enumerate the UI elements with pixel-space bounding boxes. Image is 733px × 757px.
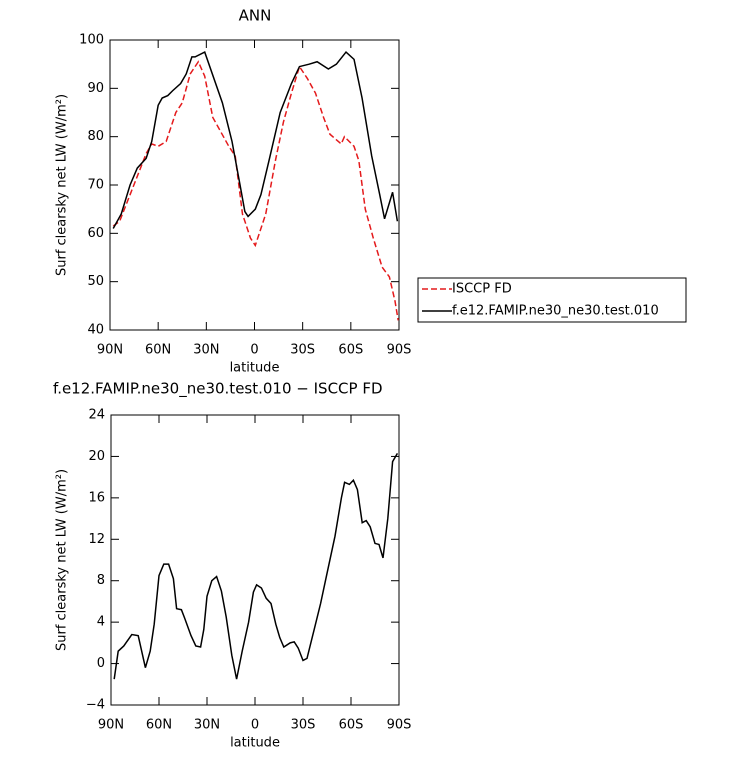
data-line (112, 50, 399, 229)
x-axis-label: latitude (230, 361, 280, 376)
y-tick-label: −4 (86, 698, 105, 713)
x-tick-label: 90N (98, 718, 124, 733)
x-tick-label: 90S (387, 343, 412, 358)
y-tick-label: 40 (87, 323, 104, 338)
y-axis-label: Surf clearsky net LW (W/m²) (55, 469, 70, 651)
legend-label: ISCCP FD (452, 282, 512, 297)
x-tick-label: 60N (146, 718, 172, 733)
x-tick-label: 90S (387, 718, 412, 733)
y-tick-label: 8 (97, 573, 105, 588)
y-tick-label: 70 (87, 178, 104, 193)
x-tick-label: 60N (145, 343, 171, 358)
x-tick-label: 30N (193, 343, 219, 358)
y-tick-label: 0 (97, 656, 105, 671)
y-tick-label: 24 (88, 408, 105, 423)
data-line (113, 452, 399, 680)
y-tick-label: 50 (87, 274, 104, 289)
y-axis-label: Surf clearsky net LW (W/m²) (55, 94, 70, 276)
x-axis-label: latitude (230, 736, 280, 751)
plot-frame (110, 414, 400, 706)
y-tick-label: 60 (87, 226, 104, 241)
y-tick-label: 20 (88, 449, 105, 464)
x-tick-label: 90N (97, 343, 123, 358)
y-tick-label: 90 (87, 81, 104, 96)
x-tick-label: 60S (338, 343, 363, 358)
x-tick-label: 60S (339, 718, 364, 733)
y-tick-label: 12 (88, 532, 105, 547)
plot-frame (109, 39, 400, 331)
legend-label: f.e12.FAMIP.ne30_ne30.test.010 (452, 304, 659, 319)
data-line (112, 60, 399, 321)
y-tick-label: 80 (87, 129, 104, 144)
x-tick-label: 30S (290, 343, 315, 358)
x-tick-label: 30S (291, 718, 316, 733)
y-tick-label: 4 (97, 615, 105, 630)
chart-title: ANN (239, 7, 272, 25)
x-tick-label: 30N (194, 718, 220, 733)
legend-box (417, 277, 687, 323)
y-tick-label: 100 (79, 33, 104, 48)
y-tick-label: 16 (88, 490, 105, 505)
x-tick-label: 0 (250, 343, 258, 358)
x-tick-label: 0 (251, 718, 259, 733)
chart-title: f.e12.FAMIP.ne30_ne30.test.010 − ISCCP F… (53, 380, 383, 399)
